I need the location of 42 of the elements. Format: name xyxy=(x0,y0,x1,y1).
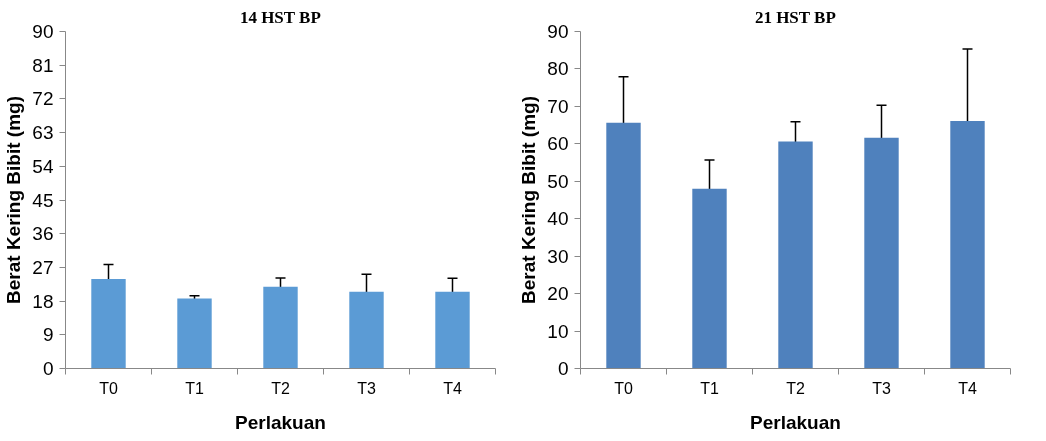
y-tick-label: 30 xyxy=(547,245,569,267)
y-tick-label: 18 xyxy=(32,290,54,312)
x-tick-label: T2 xyxy=(271,379,290,397)
y-axis-title: Berat Kering Bibit (mg) xyxy=(518,96,540,304)
y-tick-label: 90 xyxy=(32,21,54,42)
y-tick-label: 80 xyxy=(547,58,569,80)
chart-title: 21 HST BP xyxy=(754,7,836,27)
bar xyxy=(692,188,727,369)
chart-title: 14 HST BP xyxy=(239,7,321,27)
bar xyxy=(864,137,899,369)
y-tick-label: 20 xyxy=(547,283,569,305)
y-tick-label: 54 xyxy=(32,155,54,177)
y-tick-label: 0 xyxy=(557,358,569,379)
y-tick-label: 60 xyxy=(547,133,569,155)
x-tick-label: T4 xyxy=(958,379,977,397)
x-tick-label: T2 xyxy=(786,379,805,397)
y-tick-label: 72 xyxy=(32,88,54,110)
x-tick-label: T4 xyxy=(443,379,462,397)
y-tick-label: 81 xyxy=(32,54,54,76)
x-tick-label: T1 xyxy=(185,379,204,397)
y-axis-title: Berat Kering Bibit (mg) xyxy=(3,96,25,304)
y-tick-label: 10 xyxy=(547,320,569,342)
y-tick-label: 63 xyxy=(32,122,54,144)
x-axis-title: Perlakuan xyxy=(235,411,326,433)
x-tick-label: T3 xyxy=(872,379,891,397)
x-axis-title: Perlakuan xyxy=(750,411,841,433)
x-tick-label: T3 xyxy=(357,379,376,397)
x-tick-label: T0 xyxy=(614,379,633,397)
y-tick-label: 36 xyxy=(32,223,54,245)
x-tick-label: T0 xyxy=(99,379,118,397)
bar xyxy=(778,141,813,369)
y-tick-label: 27 xyxy=(32,256,54,278)
y-tick-label: 70 xyxy=(547,95,569,117)
y-tick-label: 45 xyxy=(32,189,54,211)
y-tick-label: 0 xyxy=(42,358,54,379)
bar xyxy=(606,122,641,369)
y-tick-label: 9 xyxy=(42,324,54,346)
x-tick-label: T1 xyxy=(700,379,719,397)
y-tick-label: 40 xyxy=(547,208,569,230)
y-tick-label: 50 xyxy=(547,170,569,192)
bar xyxy=(950,120,985,369)
y-tick-label: 90 xyxy=(547,21,569,42)
